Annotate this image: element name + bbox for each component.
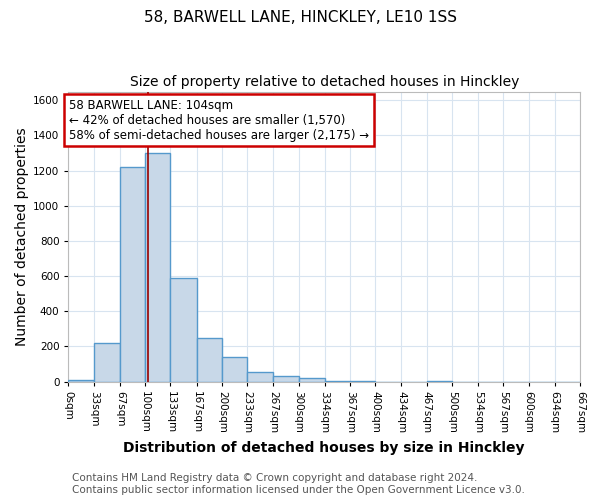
Bar: [273, 376, 299, 382]
X-axis label: Distribution of detached houses by size in Hinckley: Distribution of detached houses by size …: [124, 441, 525, 455]
Bar: [145, 153, 170, 382]
Bar: [68, 380, 94, 382]
Text: 58 BARWELL LANE: 104sqm
← 42% of detached houses are smaller (1,570)
58% of semi: 58 BARWELL LANE: 104sqm ← 42% of detache…: [69, 98, 370, 142]
Text: Contains HM Land Registry data © Crown copyright and database right 2024.
Contai: Contains HM Land Registry data © Crown c…: [72, 474, 525, 495]
Bar: [197, 338, 222, 382]
Bar: [94, 343, 120, 382]
Text: 58, BARWELL LANE, HINCKLEY, LE10 1SS: 58, BARWELL LANE, HINCKLEY, LE10 1SS: [143, 10, 457, 25]
Bar: [247, 372, 273, 382]
Bar: [299, 378, 325, 382]
Bar: [222, 357, 247, 382]
Bar: [325, 380, 350, 382]
Title: Size of property relative to detached houses in Hinckley: Size of property relative to detached ho…: [130, 75, 519, 89]
Bar: [120, 167, 145, 382]
Y-axis label: Number of detached properties: Number of detached properties: [15, 127, 29, 346]
Bar: [170, 278, 197, 382]
